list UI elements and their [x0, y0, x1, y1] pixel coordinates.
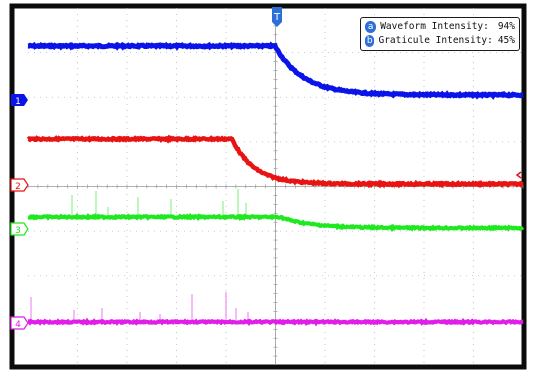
trigger-label: T: [273, 12, 281, 23]
knob-a-icon: a: [365, 21, 377, 33]
graticule-intensity-value: 45%: [497, 35, 515, 46]
channel-4-marker[interactable]: 4: [10, 316, 29, 330]
knob-b-icon: b: [365, 35, 375, 47]
channel-2-marker[interactable]: 2: [10, 178, 29, 192]
waveform-traces: [26, 41, 525, 327]
graticule-intensity-row[interactable]: b Graticule Intensity: 45%: [365, 34, 515, 48]
channel-1-label: 1: [15, 97, 21, 107]
intensity-readout-panel: a Waveform Intensity: 94% b Graticule In…: [360, 17, 520, 51]
waveform-intensity-label: Waveform Intensity:: [380, 21, 489, 32]
channel-2-label: 2: [15, 182, 21, 192]
channel-3-trace: [27, 212, 525, 233]
waveform-intensity-value: 94%: [497, 21, 515, 32]
trigger-marker[interactable]: T: [272, 7, 282, 27]
channel-4-trace: [27, 317, 524, 327]
channel-2-trace: [26, 134, 524, 189]
channel-3-marker[interactable]: 3: [10, 222, 29, 236]
channel-1-marker[interactable]: 1: [11, 94, 28, 107]
channel-3-label: 3: [15, 226, 21, 236]
waveform-intensity-row[interactable]: a Waveform Intensity: 94%: [365, 20, 515, 34]
channel-4-label: 4: [15, 320, 21, 330]
channel-1-trace: [27, 41, 524, 100]
channel-2-offset-arrow-icon: [515, 171, 522, 179]
graticule-intensity-label: Graticule Intensity:: [378, 35, 493, 46]
